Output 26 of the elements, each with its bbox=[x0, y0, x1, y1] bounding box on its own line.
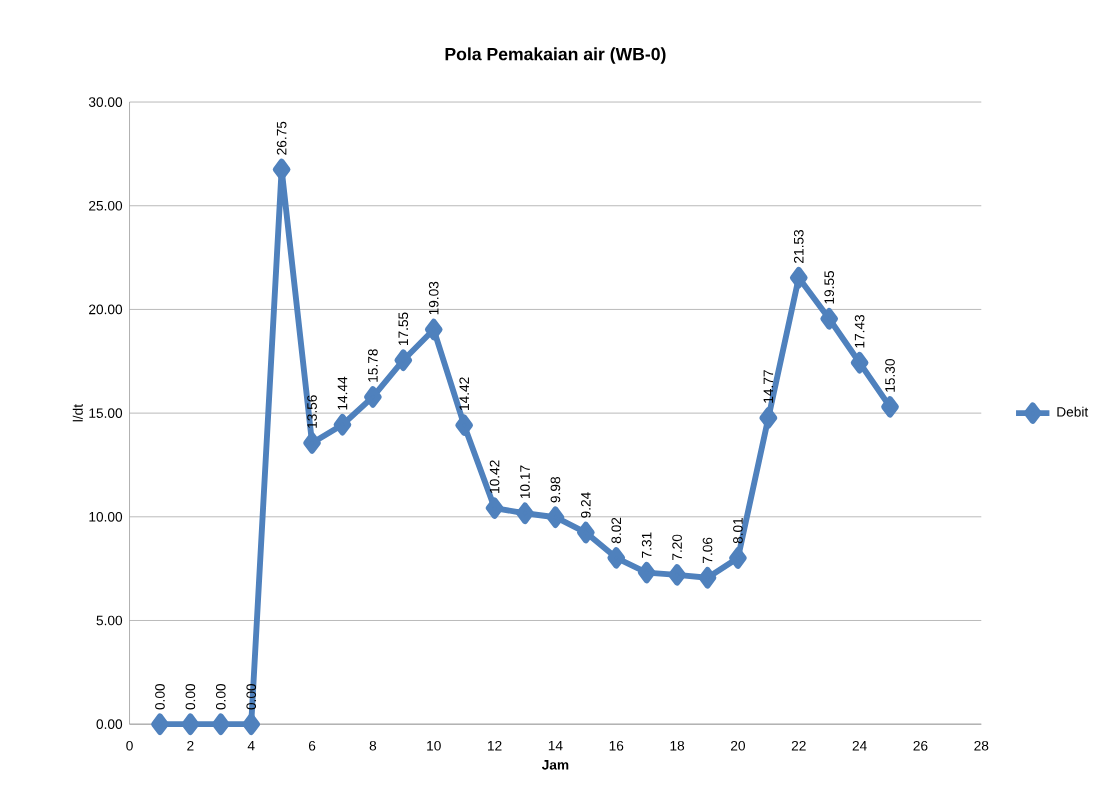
point bbox=[607, 546, 626, 569]
point bbox=[577, 521, 595, 544]
point bbox=[211, 713, 230, 735]
point bbox=[303, 431, 321, 454]
point bbox=[151, 713, 169, 735]
point bbox=[881, 395, 899, 418]
point bbox=[181, 713, 200, 735]
point bbox=[698, 566, 717, 589]
point bbox=[455, 414, 473, 436]
point bbox=[820, 307, 839, 330]
point bbox=[333, 413, 352, 436]
point bbox=[546, 506, 565, 528]
point bbox=[637, 561, 656, 584]
point bbox=[850, 351, 869, 374]
point bbox=[364, 385, 382, 408]
point bbox=[516, 502, 534, 524]
point bbox=[242, 713, 261, 735]
point bbox=[272, 158, 291, 180]
point bbox=[729, 547, 747, 569]
chart-title: Pola Pemakaian air (WB-0) bbox=[445, 47, 666, 64]
point bbox=[394, 349, 413, 371]
point bbox=[424, 318, 443, 341]
point bbox=[759, 406, 778, 429]
point bbox=[789, 266, 808, 289]
point bbox=[668, 563, 686, 586]
point bbox=[485, 497, 504, 519]
